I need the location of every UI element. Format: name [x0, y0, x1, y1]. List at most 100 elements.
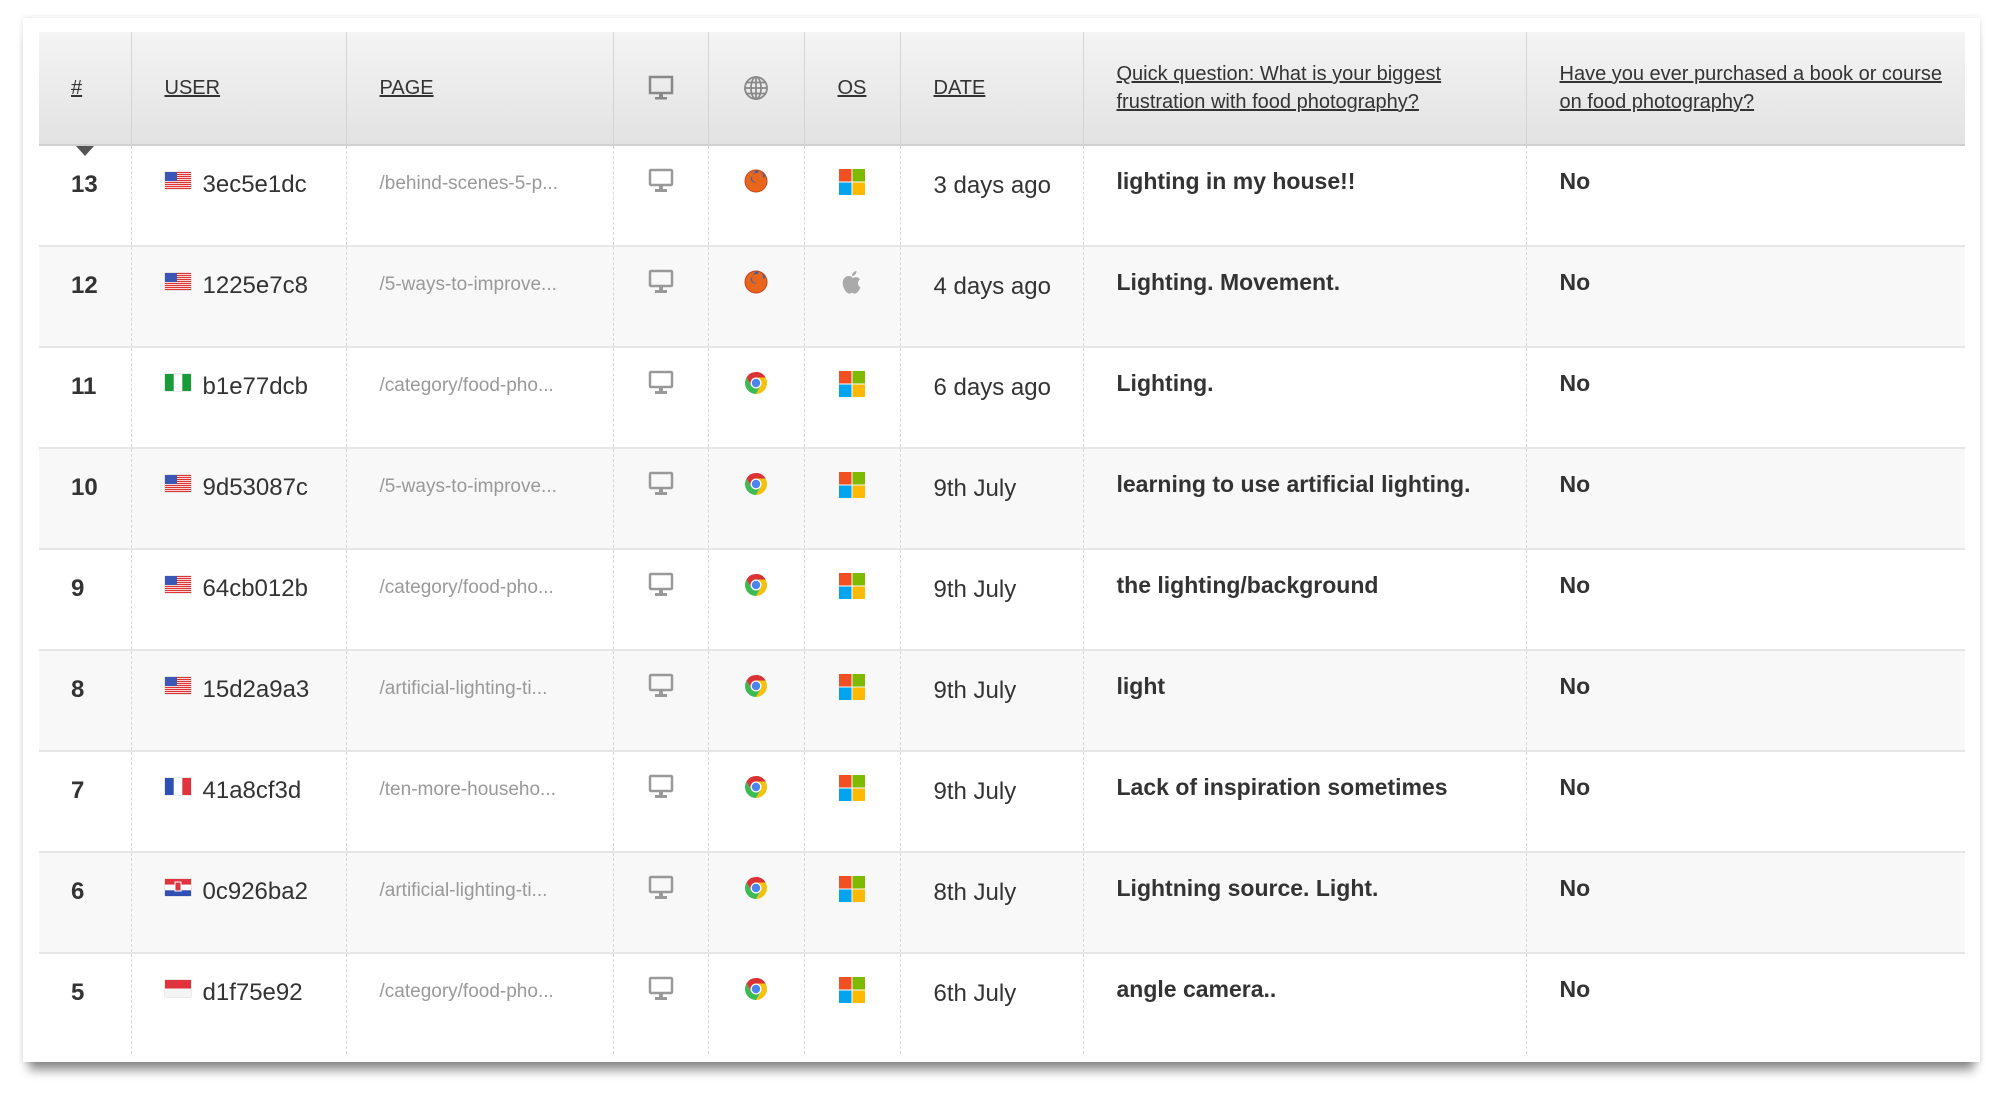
sort-date-link[interactable]: DATE: [933, 77, 986, 99]
table-row[interactable]: 7 41a8cf3d/ten-more-househo... 9th July Lac…: [39, 751, 1965, 852]
page-path[interactable]: /5-ways-to-improve...: [345, 448, 613, 549]
device-cell: [612, 448, 708, 549]
desktop-icon: [648, 168, 673, 192]
desktop-icon: [648, 976, 673, 1000]
windows-icon: [839, 876, 865, 902]
answer-frustration: Lighting. Movement.: [1082, 246, 1526, 347]
header-browser[interactable]: [707, 32, 804, 146]
chrome-icon: [745, 776, 767, 798]
table-row[interactable]: 10 9d53087c/5-ways-to-improve... 9th July l…: [39, 448, 1965, 549]
page-path[interactable]: /category/food-pho...: [345, 953, 613, 1054]
device-cell: [612, 549, 708, 650]
sort-page-link[interactable]: PAGE: [379, 77, 434, 99]
desktop-icon: [648, 471, 673, 495]
row-number: 7: [71, 777, 85, 804]
table-row[interactable]: 5 d1f75e92/category/food-pho... 6th July an…: [39, 953, 1965, 1054]
windows-icon: [839, 472, 865, 498]
responses-table: # USER PAGE OS DATE Quick question: What…: [39, 32, 1965, 1054]
row-number: 11: [71, 373, 97, 400]
user-id[interactable]: d1f75e92: [202, 979, 303, 1006]
table-row[interactable]: 6 0c926ba2/artificial-lighting-ti... 8th J…: [39, 852, 1965, 953]
page-path[interactable]: /behind-scenes-5-p...: [345, 145, 613, 246]
device-cell: [612, 751, 708, 852]
table-row[interactable]: 13 3ec5e1dc/behind-scenes-5-p... 3 days ag…: [39, 145, 1965, 246]
sort-question-frustration-link[interactable]: Quick question: What is your biggest fru…: [1116, 63, 1442, 113]
header-question-frustration[interactable]: Quick question: What is your biggest fru…: [1082, 32, 1526, 146]
answer-purchased: No: [1525, 953, 1965, 1054]
monitor-icon[interactable]: [648, 75, 674, 101]
sort-os-link[interactable]: OS: [837, 77, 867, 99]
flag-fr-icon: [164, 778, 191, 795]
globe-icon[interactable]: [743, 75, 769, 101]
header-os[interactable]: OS: [803, 32, 900, 146]
page-path[interactable]: /category/food-pho...: [345, 549, 613, 650]
user-cell[interactable]: b1e77dcb: [130, 347, 346, 448]
answer-frustration: angle camera..: [1082, 953, 1526, 1054]
os-cell: [803, 650, 900, 751]
device-cell: [612, 953, 708, 1054]
header-date[interactable]: DATE: [899, 32, 1083, 146]
flag-us-icon: [164, 172, 191, 189]
user-cell[interactable]: 15d2a9a3: [130, 650, 346, 751]
browser-cell: [707, 650, 804, 751]
user-id[interactable]: 3ec5e1dc: [202, 171, 307, 198]
user-cell[interactable]: 0c926ba2: [130, 852, 346, 953]
user-cell[interactable]: 64cb012b: [130, 549, 346, 650]
user-cell[interactable]: 9d53087c: [130, 448, 346, 549]
sort-question-purchased-link[interactable]: Have you ever purchased a book or course…: [1559, 63, 1942, 113]
os-cell: [803, 145, 900, 246]
firefox-icon: [744, 270, 768, 294]
user-id[interactable]: 9d53087c: [202, 474, 308, 501]
chrome-icon: [745, 978, 767, 1000]
page-path[interactable]: /category/food-pho...: [345, 347, 613, 448]
user-id[interactable]: 41a8cf3d: [202, 777, 302, 804]
os-cell: [803, 347, 900, 448]
desktop-icon: [648, 774, 673, 798]
table-row[interactable]: 9 64cb012b/category/food-pho... 9th July th…: [39, 549, 1965, 650]
chrome-icon: [745, 372, 767, 394]
date-cell: 9th July: [899, 751, 1083, 852]
user-cell[interactable]: 41a8cf3d: [130, 751, 346, 852]
user-id[interactable]: 64cb012b: [202, 575, 308, 602]
firefox-icon: [744, 169, 768, 193]
header-device[interactable]: [612, 32, 708, 146]
page-path[interactable]: /artificial-lighting-ti...: [345, 852, 613, 953]
device-cell: [612, 145, 708, 246]
page-path[interactable]: /artificial-lighting-ti...: [345, 650, 613, 751]
browser-cell: [707, 549, 804, 650]
user-id[interactable]: b1e77dcb: [202, 373, 308, 400]
chrome-icon: [745, 877, 767, 899]
header-page[interactable]: PAGE: [345, 32, 613, 146]
user-cell[interactable]: 3ec5e1dc: [130, 145, 346, 246]
date-cell: 9th July: [899, 448, 1083, 549]
user-id[interactable]: 1225e7c8: [202, 272, 308, 299]
chrome-icon: [745, 675, 767, 697]
windows-icon: [839, 371, 865, 397]
page-path[interactable]: /ten-more-househo...: [345, 751, 613, 852]
user-id[interactable]: 15d2a9a3: [202, 676, 310, 703]
os-cell: [803, 549, 900, 650]
windows-icon: [839, 573, 865, 599]
table-row[interactable]: 8 15d2a9a3/artificial-lighting-ti... 9th J…: [39, 650, 1965, 751]
page-path[interactable]: /5-ways-to-improve...: [345, 246, 613, 347]
answer-frustration: light: [1082, 650, 1526, 751]
user-cell[interactable]: d1f75e92: [130, 953, 346, 1054]
sort-number-link[interactable]: #: [71, 77, 83, 99]
chrome-icon: [745, 574, 767, 596]
user-id[interactable]: 0c926ba2: [202, 878, 308, 905]
header-question-purchased[interactable]: Have you ever purchased a book or course…: [1525, 32, 1965, 146]
os-cell: [803, 852, 900, 953]
browser-cell: [707, 751, 804, 852]
table-row[interactable]: 11 b1e77dcb/category/food-pho... 6 days ag…: [39, 347, 1965, 448]
windows-icon: [839, 169, 865, 195]
date-cell: 4 days ago: [899, 246, 1083, 347]
flag-us-icon: [164, 677, 191, 694]
user-cell[interactable]: 1225e7c8: [130, 246, 346, 347]
sort-user-link[interactable]: USER: [164, 77, 221, 99]
flag-hr-icon: [164, 879, 191, 896]
answer-purchased: No: [1525, 549, 1965, 650]
browser-cell: [707, 953, 804, 1054]
header-user[interactable]: USER: [130, 32, 346, 146]
header-number[interactable]: #: [39, 32, 131, 156]
table-row[interactable]: 12 1225e7c8/5-ways-to-improve... 4 days ag…: [39, 246, 1965, 347]
